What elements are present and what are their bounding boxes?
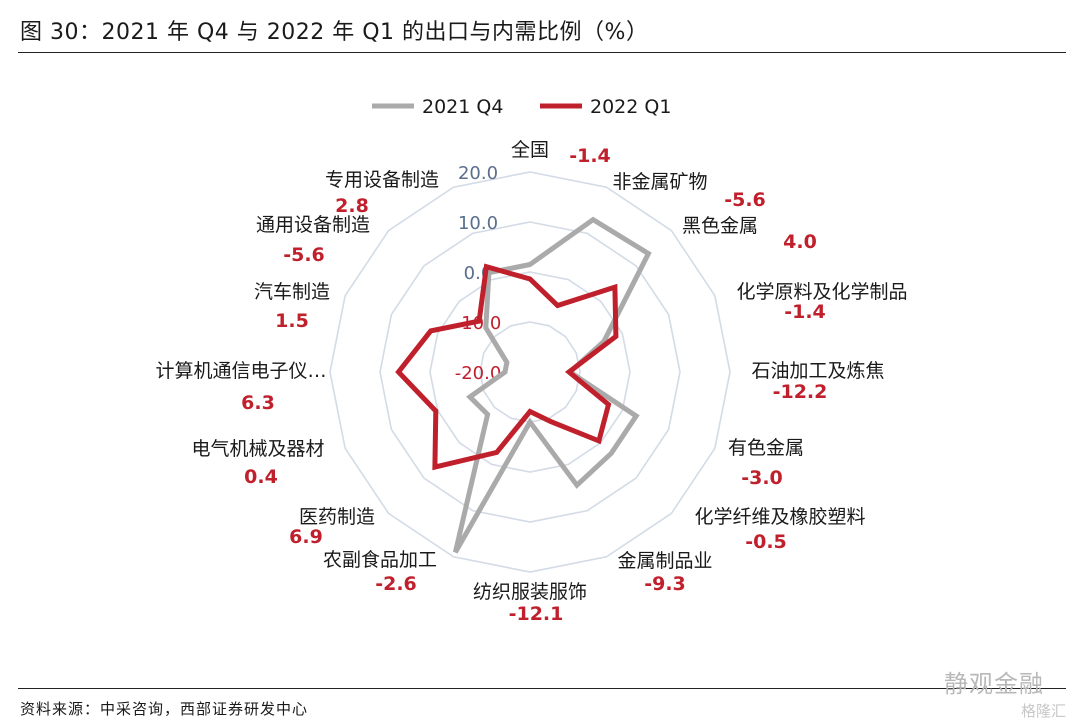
- category-label: 全国: [511, 139, 549, 161]
- value-label: -12.2: [773, 381, 828, 403]
- category-label: 黑色金属: [682, 215, 758, 237]
- category-label: 非金属矿物: [612, 171, 707, 193]
- radar-grid: [329, 171, 731, 573]
- series-line-2022-q1: [395, 263, 619, 471]
- value-label: 0.4: [244, 466, 278, 488]
- category-label: 医药制造: [299, 506, 375, 528]
- legend-label-q1: 2022 Q1: [590, 96, 671, 118]
- value-label: -12.1: [509, 603, 564, 625]
- value-label: -0.5: [745, 531, 787, 553]
- radar-chart: 20.010.00.0-10.0-20.0 全国 -1.4非金属矿物-5.6黑色金…: [155, 96, 907, 625]
- value-label: 6.9: [289, 526, 323, 548]
- value-label: 4.0: [783, 231, 817, 253]
- category-label: 专用设备制造: [325, 169, 439, 191]
- value-label: -1.4: [569, 145, 611, 167]
- category-label: 化学原料及化学制品: [736, 281, 907, 303]
- legend-label-q4: 2021 Q4: [422, 96, 503, 118]
- category-label: 有色金属: [728, 437, 804, 459]
- tick-label: 10.0: [458, 213, 498, 234]
- title-rule: [18, 52, 1066, 53]
- value-label: -1.4: [784, 301, 826, 323]
- value-label: -5.6: [283, 244, 325, 266]
- watermark-sub: 格隆汇: [1020, 702, 1066, 720]
- legend: 2021 Q4 2022 Q1: [372, 96, 671, 118]
- value-label: 2.8: [335, 195, 369, 217]
- value-label: -2.6: [375, 573, 417, 595]
- grid-ring: [329, 171, 731, 573]
- value-label: 1.5: [275, 310, 309, 332]
- watermark: 静观金融: [944, 670, 1044, 698]
- category-label: 电气机械及器材: [191, 438, 324, 460]
- category-label: 通用设备制造: [256, 214, 370, 236]
- figure-title: 图 30：2021 年 Q4 与 2022 年 Q1 的出口与内需比例（%）: [20, 20, 649, 45]
- category-label: 农副食品加工: [323, 549, 437, 571]
- source-note: 资料来源：中采咨询，西部证券研发中心: [20, 700, 309, 718]
- tick-label: -20.0: [455, 363, 502, 384]
- source-rule: [18, 688, 1066, 689]
- category-label: 纺织服装服饰: [473, 581, 587, 603]
- value-label: -3.0: [741, 467, 783, 489]
- value-label: 6.3: [241, 392, 275, 414]
- radar-series: [395, 216, 652, 554]
- value-label: -5.6: [724, 189, 766, 211]
- value-label: -9.3: [644, 573, 686, 595]
- tick-label: 20.0: [458, 163, 498, 184]
- category-label: 汽车制造: [254, 281, 330, 303]
- grid-ring: [379, 221, 681, 523]
- category-label: 石油加工及炼焦: [751, 360, 884, 382]
- category-label: 金属制品业: [617, 550, 712, 572]
- category-label: 化学纤维及橡胶塑料: [694, 506, 865, 528]
- category-label: 计算机通信电子仪…: [155, 360, 326, 382]
- series-line-2021-q4: [452, 216, 652, 554]
- category-labels: 全国 -1.4非金属矿物-5.6黑色金属4.0化学原料及化学制品-1.4石油加工及…: [155, 139, 907, 625]
